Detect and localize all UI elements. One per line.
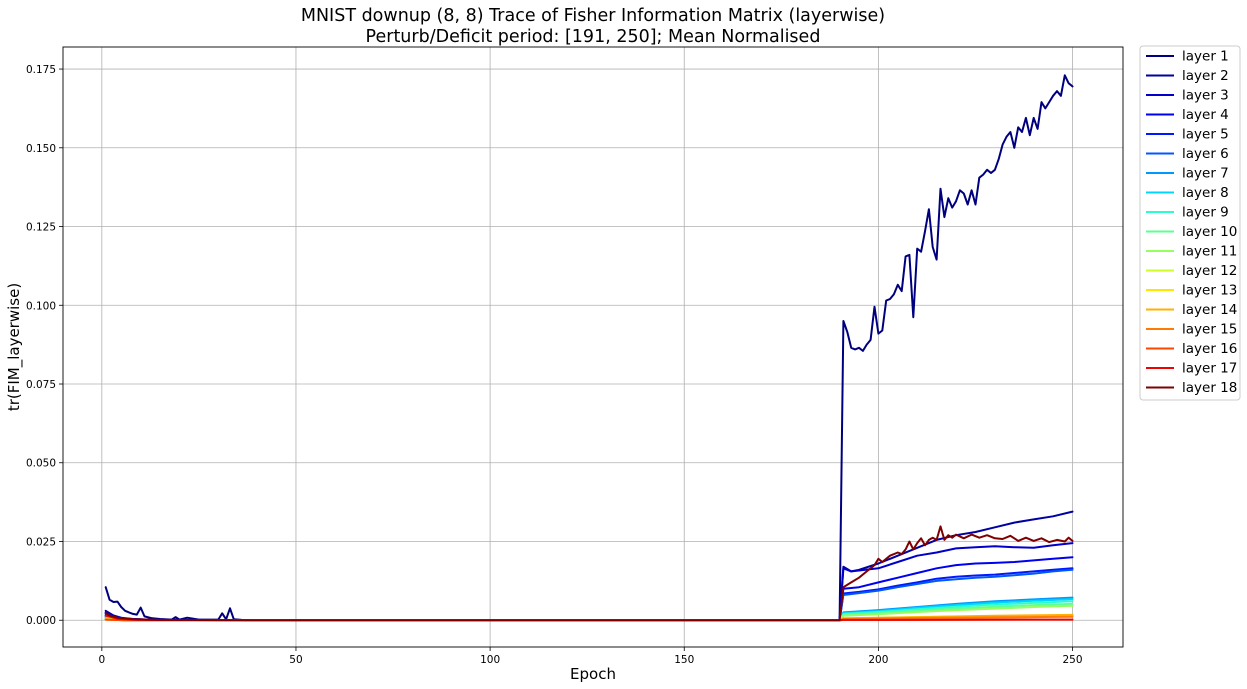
legend-label: layer 17 <box>1182 361 1237 377</box>
legend: layer 1 layer 2 layer 3 layer 4 layer 5 layer… <box>1139 45 1241 401</box>
x-tick-label: 150 <box>674 654 694 666</box>
legend-label: layer 12 <box>1182 263 1237 279</box>
x-tick-label: 50 <box>289 654 302 666</box>
series-line-layer-1 <box>104 74 1074 622</box>
y-axis-label: tr(FIM_layerwise) <box>5 283 24 411</box>
grid-lines <box>63 47 1123 647</box>
series-line-layer-2 <box>104 510 1074 622</box>
chart-title: MNIST downup (8, 8) Trace of Fisher Info… <box>301 6 885 26</box>
y-tick-label: 0.075 <box>26 379 56 391</box>
y-tick-label: 0.100 <box>26 300 56 312</box>
legend-label: layer 10 <box>1182 224 1237 240</box>
y-tick-label: 0.050 <box>26 458 56 470</box>
x-axis-label: Epoch <box>570 665 616 683</box>
legend-label: layer 11 <box>1182 244 1237 260</box>
legend-label: layer 8 <box>1182 185 1229 201</box>
y-axis-ticks: 0.000 0.025 0.050 0.075 0.100 0.125 0.150 0.175 <box>26 64 63 627</box>
x-tick-label: 100 <box>480 654 500 666</box>
legend-label: layer 16 <box>1182 341 1237 357</box>
series-line-layer-18 <box>104 525 1074 622</box>
y-tick-label: 0.175 <box>26 64 56 76</box>
legend-label: layer 3 <box>1182 88 1229 104</box>
legend-label: layer 14 <box>1182 302 1237 318</box>
legend-label: layer 18 <box>1182 380 1237 396</box>
series-layer <box>104 74 1074 622</box>
x-tick-label: 0 <box>98 654 105 666</box>
x-tick-label: 250 <box>1063 654 1083 666</box>
plot-frame <box>62 46 1124 648</box>
y-tick-label: 0.025 <box>26 536 56 548</box>
y-tick-label: 0.125 <box>26 222 56 234</box>
legend-label: layer 13 <box>1182 283 1237 299</box>
legend-label: layer 15 <box>1182 322 1237 338</box>
y-tick-label: 0.000 <box>26 615 56 627</box>
legend-label: layer 5 <box>1182 127 1229 143</box>
legend-label: layer 7 <box>1182 166 1229 182</box>
x-tick-label: 200 <box>868 654 888 666</box>
legend-label: layer 2 <box>1182 68 1229 84</box>
x-axis-ticks: 0 50 100 150 200 250 <box>98 647 1083 666</box>
legend-label: layer 1 <box>1182 49 1229 65</box>
legend-label: layer 9 <box>1182 205 1229 221</box>
series-line-layer-6 <box>104 568 1074 622</box>
y-tick-label: 0.150 <box>26 143 56 155</box>
legend-label: layer 4 <box>1182 107 1229 123</box>
chart-subtitle: Perturb/Deficit period: [191, 250]; Mean… <box>366 27 821 47</box>
legend-label: layer 6 <box>1182 146 1229 162</box>
